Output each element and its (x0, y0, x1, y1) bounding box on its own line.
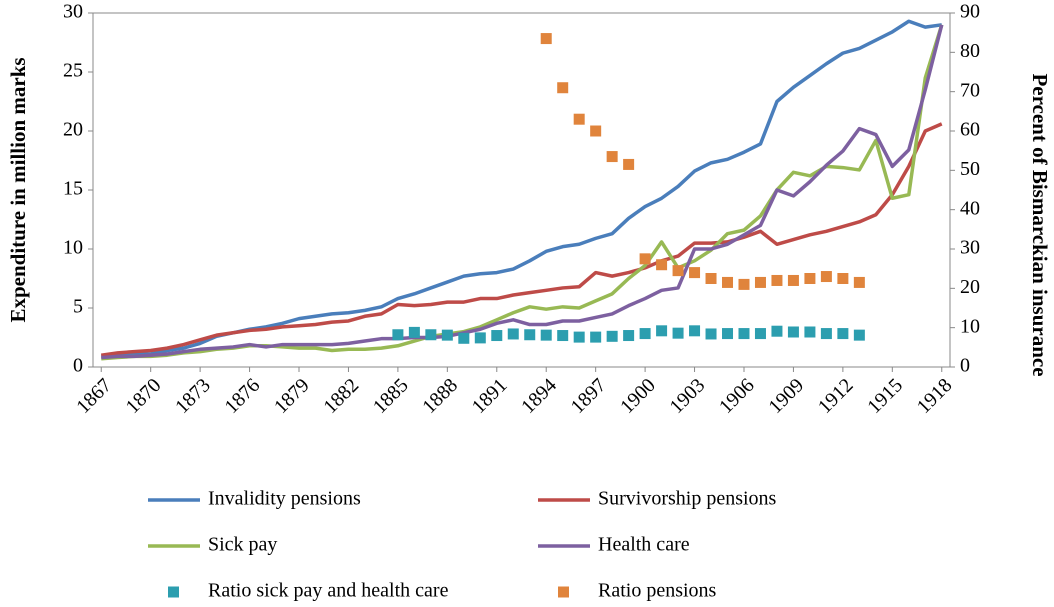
series-point (771, 325, 783, 337)
series-point (689, 267, 701, 279)
x-tick-label: 1912 (814, 374, 858, 418)
series-point (705, 328, 717, 340)
series-point (606, 330, 618, 342)
legend-label: Ratio pensions (598, 580, 717, 602)
series-point (458, 332, 470, 344)
legend-marker (168, 586, 179, 598)
x-tick-label: 1906 (715, 374, 759, 418)
legend-label: Sick pay (208, 534, 277, 556)
legend-label: Invalidity pensions (208, 488, 361, 510)
series-line (100, 122, 943, 357)
legend-label: Survivorship pensions (598, 488, 777, 510)
series-point (474, 332, 486, 344)
series-point (408, 326, 420, 338)
series-point (392, 329, 404, 341)
x-tick-label: 1888 (418, 374, 462, 418)
series-point (787, 274, 799, 286)
y-tick-label: 15 (63, 178, 83, 200)
series-line (101, 24, 944, 360)
series-point (557, 82, 569, 94)
series-point (754, 276, 766, 288)
series-point (573, 331, 585, 343)
x-tick-label: 1885 (369, 374, 413, 418)
x-tick-label: 1903 (665, 374, 709, 418)
legend-label: Ratio sick pay and health care (208, 580, 449, 602)
series-point (804, 326, 816, 338)
y-tick-label: 0 (73, 355, 83, 377)
x-tick-label: 1900 (616, 374, 660, 418)
series-point (853, 329, 865, 341)
y-tick-label: 30 (63, 1, 83, 23)
legend-marker (558, 586, 569, 598)
series-point (590, 331, 602, 343)
series-point (722, 328, 734, 340)
x-tick-label: 1882 (319, 374, 363, 418)
y2-axis-title: Percent of Bismarckian insurance (1028, 73, 1052, 376)
series-point (557, 330, 569, 342)
series-point (837, 328, 849, 340)
series-point (441, 329, 453, 341)
x-tick-label: 1876 (221, 374, 265, 418)
series-point (705, 273, 717, 284)
y-axis-title: Expenditure in million marks (6, 57, 30, 322)
y-tick-label: 10 (63, 237, 83, 259)
series-point (771, 274, 783, 286)
series-point (590, 125, 602, 137)
y2-tick-label: 80 (960, 40, 980, 62)
series-point (837, 273, 849, 284)
x-tick-label: 1873 (171, 374, 215, 418)
x-tick-label: 1915 (863, 374, 907, 418)
series-point (606, 151, 618, 163)
x-tick-label: 1879 (270, 374, 314, 418)
y2-tick-label: 10 (960, 315, 980, 337)
y2-tick-label: 40 (960, 197, 980, 219)
series-point (804, 273, 816, 284)
series-point (738, 278, 750, 290)
series-point (672, 327, 684, 339)
y2-tick-label: 0 (960, 355, 970, 377)
y2-tick-label: 20 (960, 276, 980, 298)
x-tick-label: 1891 (468, 374, 512, 418)
series-point (623, 330, 635, 342)
series-point (639, 253, 651, 265)
y-tick-label: 20 (63, 119, 83, 141)
y2-tick-label: 60 (960, 119, 980, 141)
series-point (820, 328, 832, 340)
series-point (754, 328, 766, 340)
series-point (623, 158, 635, 170)
series-point (689, 325, 701, 337)
series-point (656, 259, 668, 271)
y-tick-label: 25 (63, 60, 83, 82)
series-point (540, 33, 552, 45)
series-point (656, 325, 668, 337)
y2-tick-label: 30 (960, 237, 980, 259)
series-point (787, 326, 799, 338)
series-point (722, 276, 734, 288)
series-point (639, 328, 651, 340)
series-point (524, 329, 536, 341)
y-tick-label: 5 (73, 296, 83, 318)
x-tick-label: 1909 (764, 374, 808, 418)
series-point (540, 329, 552, 341)
series-point (738, 328, 750, 340)
x-tick-label: 1867 (72, 374, 116, 418)
series-point (853, 276, 865, 288)
y2-tick-label: 70 (960, 79, 980, 101)
series-point (672, 265, 684, 277)
y2-tick-label: 90 (960, 1, 980, 23)
series-point (820, 271, 832, 283)
x-tick-label: 1894 (517, 374, 561, 418)
legend-label: Health care (598, 534, 690, 556)
series-point (573, 113, 585, 125)
x-tick-label: 1918 (913, 374, 957, 418)
series-point (425, 329, 437, 341)
x-tick-label: 1870 (122, 374, 166, 418)
series-line (101, 19, 943, 359)
y2-tick-label: 50 (960, 158, 980, 180)
x-tick-label: 1897 (567, 374, 611, 418)
series-line (101, 24, 944, 361)
series-point (491, 330, 503, 342)
series-point (507, 328, 519, 340)
